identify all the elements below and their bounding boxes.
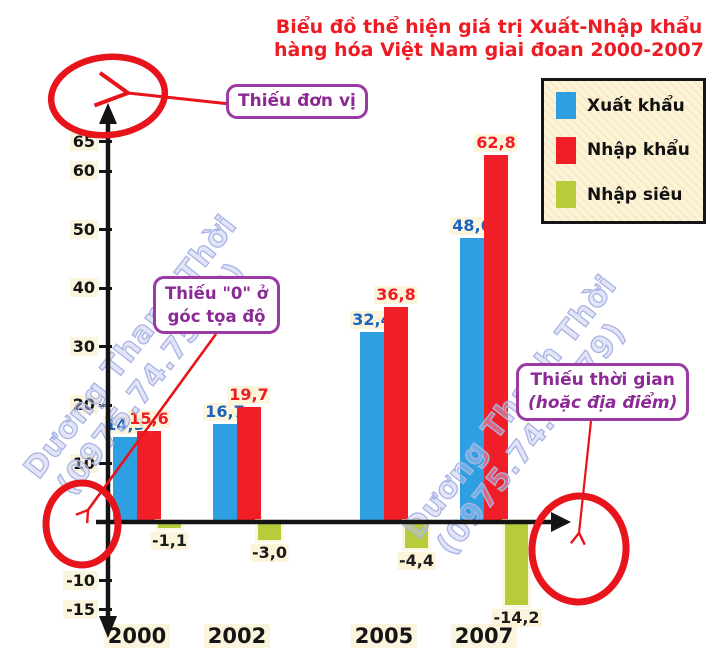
bar-2000-import bbox=[137, 431, 161, 522]
y-axis-tick-label: -15 bbox=[63, 599, 98, 619]
bar-2007-deficit bbox=[505, 522, 528, 605]
bar-2005-import bbox=[384, 307, 408, 522]
callout-missing-zero: Thiếu "0" ở góc tọa độ bbox=[153, 276, 281, 334]
category-label: 2007 bbox=[450, 624, 518, 648]
callout-missing-time-line1: Thiếu thời gian bbox=[530, 370, 675, 390]
category-label: 2002 bbox=[203, 624, 271, 648]
bar-2007-export bbox=[460, 238, 484, 522]
y-axis-tick bbox=[99, 286, 112, 290]
chart-title-line1: Biểu đồ thể hiện giá trị Xuất-Nhập khẩu bbox=[275, 16, 703, 38]
y-axis-tick-label: 40 bbox=[69, 278, 98, 297]
bar-2002-export bbox=[213, 424, 237, 522]
y-axis-tick bbox=[99, 169, 112, 173]
callout-missing-time: Thiếu thời gian (hoặc địa điểm) bbox=[516, 363, 690, 421]
deficit-color-swatch bbox=[556, 181, 576, 208]
bar-2007-import bbox=[484, 155, 508, 522]
legend-label: Nhập siêu bbox=[587, 184, 683, 205]
y-axis-tick-label: 65 bbox=[69, 131, 98, 151]
bar-2005-deficit bbox=[405, 522, 428, 548]
legend: Xuất khẩu Nhập khẩu Nhập siêu bbox=[541, 78, 706, 224]
y-axis-tick-label: 60 bbox=[69, 161, 98, 180]
bar-2005-export bbox=[360, 332, 384, 522]
bar-value-label: -1,1 bbox=[150, 531, 189, 550]
callout-missing-unit-text: Thiếu đơn vị bbox=[238, 91, 356, 111]
y-axis-tick bbox=[99, 228, 112, 231]
export-color-swatch bbox=[556, 92, 576, 119]
bar-value-label: -14,2 bbox=[491, 608, 542, 627]
y-axis-tick-label: 50 bbox=[69, 219, 98, 239]
callout-missing-zero-line2: góc tọa độ bbox=[167, 307, 266, 326]
bar-value-label: 36,8 bbox=[374, 285, 418, 304]
bar-value-label: -3,0 bbox=[250, 543, 289, 562]
category-label: 2005 bbox=[350, 624, 418, 648]
bar-2002-deficit bbox=[258, 522, 281, 540]
legend-label: Nhập khẩu bbox=[587, 140, 690, 160]
legend-label: Xuất khẩu bbox=[587, 95, 685, 116]
y-axis-tick bbox=[99, 579, 112, 582]
chart-title-line2: hàng hóa Việt Nam giai đoan 2000-2007 bbox=[273, 39, 705, 61]
callout-missing-unit: Thiếu đơn vị bbox=[226, 84, 368, 119]
bar-value-label: -4,4 bbox=[397, 551, 436, 570]
callout-missing-zero-line1: Thiếu "0" ở bbox=[165, 284, 269, 303]
chart-title: Biểu đồ thể hiện giá trị Xuất-Nhập khẩu … bbox=[258, 16, 720, 62]
bar-2000-deficit bbox=[158, 522, 181, 528]
import-color-swatch bbox=[556, 136, 576, 164]
y-axis-tick bbox=[99, 608, 112, 612]
bar-value-label: 32,4 bbox=[350, 310, 394, 329]
legend-item-deficit: Nhập siêu bbox=[556, 181, 697, 208]
bar-2002-import bbox=[237, 407, 261, 522]
y-axis-tick bbox=[99, 140, 112, 144]
bar-value-label: 62,8 bbox=[474, 133, 518, 152]
bar-value-label: 48,6 bbox=[450, 216, 494, 235]
category-label: 2000 bbox=[103, 624, 171, 648]
bar-value-label: 19,7 bbox=[227, 385, 271, 404]
legend-item-import: Nhập khẩu bbox=[556, 136, 697, 164]
legend-item-export: Xuất khẩu bbox=[556, 92, 697, 119]
y-axis-tick-label: -10 bbox=[63, 570, 98, 590]
y-axis-tick-label: 30 bbox=[69, 336, 98, 356]
callout-missing-time-line2: (hoặc địa điểm) bbox=[528, 393, 678, 413]
